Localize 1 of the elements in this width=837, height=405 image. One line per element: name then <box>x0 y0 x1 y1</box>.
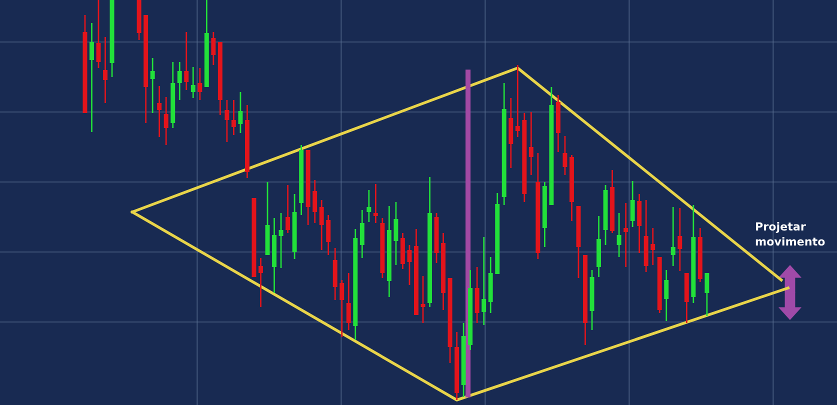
annotation: Projetar movimento <box>756 222 825 246</box>
